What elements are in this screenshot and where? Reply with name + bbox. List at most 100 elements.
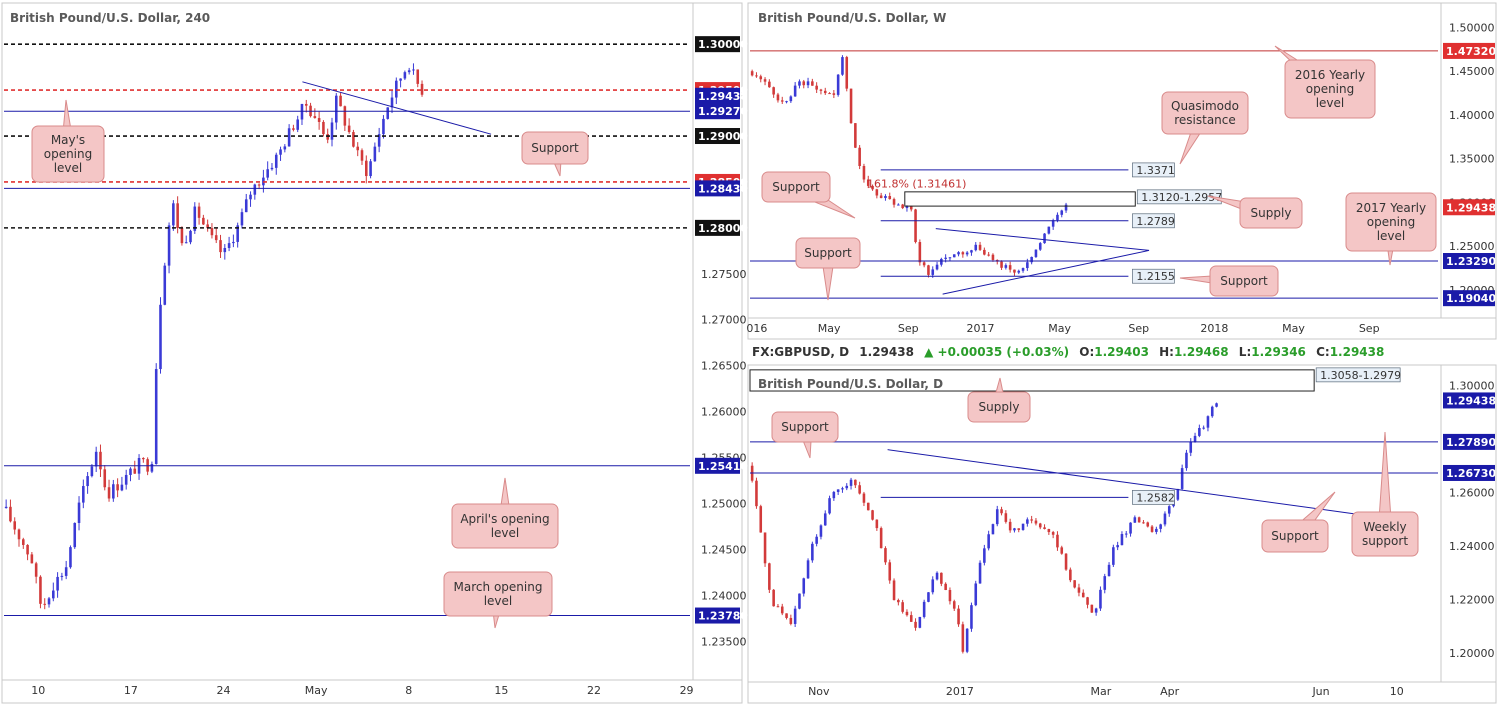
h4-candle bbox=[64, 567, 68, 576]
h4-candle bbox=[150, 464, 154, 472]
h4-candle bbox=[283, 146, 287, 150]
callout-d-supply: Supply bbox=[967, 377, 1031, 423]
daily-candle bbox=[871, 510, 874, 520]
h4-candle bbox=[52, 590, 55, 599]
weekly-candle bbox=[819, 89, 823, 91]
daily-candle bbox=[884, 548, 887, 563]
callout-text: March opening bbox=[454, 580, 543, 594]
callout-text: 2016 Yearly bbox=[1295, 68, 1365, 82]
daily-candle bbox=[875, 519, 879, 529]
callout-box bbox=[1209, 265, 1279, 297]
symbol: FX:GBPUSD, D bbox=[752, 345, 849, 359]
h4-candle bbox=[339, 95, 342, 107]
weekly-candle bbox=[978, 244, 982, 250]
weekly-candle bbox=[1043, 233, 1046, 244]
weekly-candle bbox=[1004, 265, 1008, 268]
h4-candle bbox=[9, 506, 12, 522]
weekly-candle bbox=[1026, 262, 1029, 269]
weekly-candle bbox=[922, 262, 926, 266]
h4-candle bbox=[274, 154, 278, 168]
h4-candle bbox=[39, 576, 42, 604]
h4-candle bbox=[129, 468, 132, 475]
daily-candle bbox=[1210, 406, 1214, 417]
h4-price-tag-label: 1.29438 bbox=[698, 90, 748, 103]
h4-candle bbox=[326, 134, 329, 140]
daily-candle bbox=[901, 602, 904, 612]
h4-candle bbox=[412, 69, 415, 71]
daily-candle bbox=[802, 578, 806, 594]
daily-candle bbox=[987, 534, 990, 549]
h4-candle bbox=[124, 474, 128, 485]
weekly-title: British Pound/U.S. Dollar, W bbox=[758, 11, 946, 25]
h4-candle bbox=[69, 547, 72, 568]
h4-price-tag bbox=[695, 128, 740, 145]
low-value: 1.29346 bbox=[1251, 345, 1306, 359]
h4-price-tag-label: 1.29270 bbox=[698, 105, 748, 118]
weekly-candle bbox=[789, 96, 793, 102]
weekly-x-tick: Sep bbox=[1128, 322, 1149, 335]
h4-candle bbox=[377, 134, 381, 147]
weekly-candle bbox=[1064, 204, 1068, 211]
daily-candle bbox=[849, 479, 853, 486]
daily-price-tag-label: 1.29438 bbox=[1446, 394, 1496, 407]
h4-candle bbox=[223, 247, 227, 253]
callout-text: Supply bbox=[979, 400, 1020, 414]
weekly-candle bbox=[952, 254, 956, 258]
daily-candle bbox=[1017, 528, 1021, 530]
daily-candle bbox=[858, 485, 861, 494]
daily-candle bbox=[815, 536, 818, 544]
daily-candle bbox=[832, 491, 836, 499]
daily-candle bbox=[970, 605, 973, 629]
callout-text: level bbox=[1316, 96, 1345, 110]
h4-y-tick: 1.27000 bbox=[701, 314, 747, 327]
h4-candle bbox=[116, 484, 119, 491]
weekly-fib-label: 161.8% (1.31461) bbox=[867, 178, 967, 191]
daily-candle bbox=[1129, 522, 1132, 534]
daily-candle bbox=[862, 493, 866, 503]
daily-candle bbox=[1150, 526, 1154, 532]
daily-candle bbox=[1094, 608, 1098, 613]
daily-title: British Pound/U.S. Dollar, D bbox=[758, 377, 943, 391]
weekly-x-tick: 2018 bbox=[1200, 322, 1228, 335]
daily-candle bbox=[1180, 468, 1184, 489]
h4-price-tag bbox=[695, 36, 740, 53]
weekly-candle bbox=[755, 75, 758, 77]
daily-x-tick: Mar bbox=[1090, 685, 1111, 698]
h4-price-tag-label: 1.28000 bbox=[698, 222, 748, 235]
daily-zone-label: 1.3058-1.2979 bbox=[1320, 369, 1401, 382]
weekly-price-tag-label: 1.19040 bbox=[1446, 292, 1496, 305]
h4-candle bbox=[77, 502, 81, 523]
weekly-candle bbox=[823, 90, 827, 94]
h4-candle bbox=[317, 118, 321, 122]
weekly-candle bbox=[1021, 268, 1025, 271]
h4-y-tick: 1.25000 bbox=[701, 497, 747, 510]
callout-text: Quasimodo bbox=[1171, 99, 1239, 113]
weekly-price-tag bbox=[1443, 199, 1495, 216]
h4-candle bbox=[365, 160, 368, 177]
daily-supply-zone bbox=[749, 369, 1315, 392]
callout-text: level bbox=[54, 161, 83, 175]
close-value: 1.29438 bbox=[1330, 345, 1385, 359]
callout-text: level bbox=[1377, 229, 1406, 243]
daily-candle bbox=[914, 621, 917, 628]
daily-candle bbox=[927, 592, 930, 602]
h4-candle bbox=[154, 369, 158, 465]
h4-candle bbox=[390, 97, 394, 108]
h4-price-tag-label: 1.23780 bbox=[698, 610, 748, 623]
h4-candle bbox=[403, 72, 407, 79]
daily-y-tick: 1.26000 bbox=[1449, 487, 1495, 500]
weekly-candle bbox=[836, 74, 840, 95]
daily-candle bbox=[1051, 532, 1055, 535]
daily-zone-label-bg bbox=[1315, 367, 1401, 383]
weekly-candle bbox=[768, 81, 771, 88]
daily-candle bbox=[1047, 529, 1051, 533]
h4-candle bbox=[202, 217, 205, 225]
daily-candle bbox=[841, 488, 844, 490]
callout-text: opening bbox=[1306, 82, 1355, 96]
daily-y-tick: 1.30000 bbox=[1449, 379, 1495, 392]
daily-candle bbox=[879, 528, 883, 549]
weekly-candle bbox=[1034, 249, 1038, 257]
h4-candle bbox=[244, 199, 248, 213]
